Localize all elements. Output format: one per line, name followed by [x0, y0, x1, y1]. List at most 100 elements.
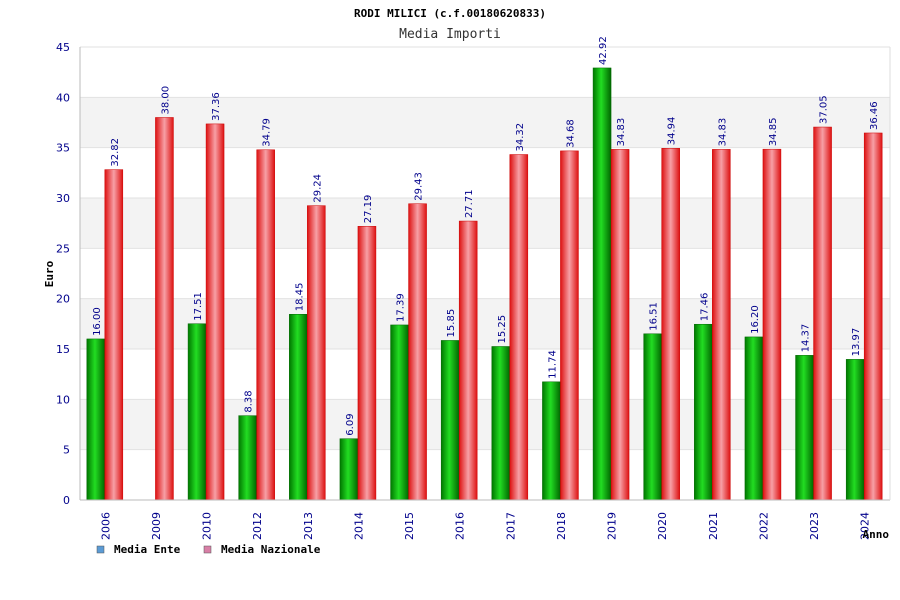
data-label-media-ente-2015: 17.39: [396, 293, 407, 322]
x-axis-label: Anno: [863, 528, 890, 541]
x-tick-label-2017: 2017: [504, 512, 517, 540]
data-label-media-ente-2013: 18.45: [294, 283, 305, 312]
x-tick-label-2020: 2020: [656, 512, 669, 540]
data-label-media-nazionale-2024: 36.46: [869, 101, 880, 130]
x-tick-label-2015: 2015: [403, 512, 416, 540]
data-label-media-nazionale-2021: 34.83: [717, 118, 728, 147]
x-tick-label-2019: 2019: [606, 512, 619, 540]
x-tick-label-2018: 2018: [555, 512, 568, 540]
data-label-media-nazionale-2010: 37.36: [211, 92, 222, 121]
y-tick-label: 15: [56, 343, 70, 356]
data-label-media-nazionale-2013: 29.24: [312, 174, 323, 203]
bar-media-nazionale-2009: [155, 117, 174, 501]
bar-media-nazionale-2023: [813, 126, 832, 501]
y-axis-label: Euro: [43, 260, 56, 287]
data-label-media-nazionale-2020: 34.94: [667, 117, 678, 146]
bar-media-ente-2015: [390, 324, 409, 501]
bar-media-ente-2019: [592, 67, 612, 501]
y-tick-label: 35: [56, 142, 70, 155]
legend-label-media-ente: Media Ente: [114, 543, 181, 556]
bar-media-nazionale-2012: [256, 149, 275, 501]
data-label-media-ente-2020: 16.51: [649, 302, 660, 331]
data-label-media-nazionale-2016: 27.71: [464, 189, 475, 218]
bar-media-nazionale-2021: [712, 149, 731, 501]
data-labels: 16.00 32.82 38.00 17.51 37.36 8.38 34.79 18.45 2…: [92, 36, 880, 435]
bar-media-nazionale-2016: [458, 220, 478, 501]
chart-title: RODI MILICI (c.f.00180620833): [354, 7, 546, 20]
bar-media-ente-2020: [643, 333, 662, 501]
bar-media-nazionale-2014: [357, 226, 377, 501]
x-tick-label-2012: 2012: [251, 512, 264, 540]
data-label-media-ente-2016: 15.85: [446, 309, 457, 338]
data-label-media-nazionale-2006: 32.82: [110, 138, 121, 167]
data-label-media-ente-2022: 16.20: [750, 305, 761, 334]
bar-media-ente-2022: [744, 336, 764, 501]
data-label-media-ente-2012: 8.38: [244, 390, 255, 412]
data-label-media-nazionale-2009: 38.00: [160, 86, 171, 115]
bar-media-ente-2014: [339, 438, 359, 501]
data-label-media-ente-2017: 15.25: [497, 315, 508, 344]
legend-label-media-nazionale: Media Nazionale: [221, 543, 321, 556]
data-label-media-ente-2021: 17.46: [699, 293, 710, 322]
bar-media-ente-2006: [86, 338, 106, 501]
data-label-media-nazionale-2022: 34.85: [768, 118, 779, 147]
bar-media-nazionale-2013: [307, 205, 326, 501]
x-tick-label-2010: 2010: [201, 512, 214, 540]
data-label-media-ente-2023: 14.37: [801, 324, 812, 353]
x-tick-label-2013: 2013: [302, 512, 315, 540]
x-tick-label-2009: 2009: [150, 512, 163, 540]
x-tick-label-2022: 2022: [757, 512, 770, 540]
y-tick-label: 25: [56, 242, 70, 255]
bars: [86, 67, 883, 501]
data-label-media-nazionale-2017: 34.32: [515, 123, 526, 152]
data-label-media-ente-2014: 6.09: [345, 413, 356, 435]
bar-media-ente-2016: [440, 340, 460, 501]
bar-media-nazionale-2018: [560, 150, 579, 501]
legend-swatch-media-ente: [96, 545, 105, 554]
bar-media-nazionale-2017: [509, 154, 529, 501]
x-tick-label-2016: 2016: [454, 512, 467, 540]
bar-media-ente-2018: [542, 381, 561, 501]
x-tick-label-2024: 2024: [859, 512, 872, 540]
data-label-media-nazionale-2012: 34.79: [262, 118, 273, 147]
data-label-media-ente-2024: 13.97: [851, 328, 862, 357]
bar-media-nazionale-2010: [205, 123, 225, 501]
y-tick-label: 30: [56, 192, 70, 205]
data-label-media-nazionale-2023: 37.05: [819, 95, 830, 124]
bar-media-ente-2021: [694, 323, 713, 501]
bar-media-ente-2012: [238, 415, 257, 501]
bar-media-nazionale-2022: [762, 148, 782, 501]
data-label-media-ente-2019: 42.92: [598, 36, 609, 65]
data-label-media-nazionale-2019: 34.83: [616, 118, 627, 147]
data-label-media-nazionale-2014: 27.19: [363, 195, 374, 224]
bar-media-ente-2023: [795, 355, 814, 501]
y-tick-label: 20: [56, 293, 70, 306]
bar-media-nazionale-2024: [863, 132, 883, 501]
legend-swatch-media-nazionale: [203, 545, 212, 554]
x-axis-ticks: 2006 2009 2010 2012 2013 2014 2015 2016 2017 2018…: [99, 512, 871, 540]
legend: Media Ente Media Nazionale: [96, 543, 321, 556]
bar-media-ente-2024: [845, 359, 865, 501]
y-axis-ticks: 0 5 10 15 20 25 30 35 40 45: [56, 41, 70, 507]
x-tick-label-2006: 2006: [99, 512, 112, 540]
bar-media-nazionale-2019: [610, 149, 630, 501]
bar-media-ente-2013: [289, 314, 308, 501]
data-label-media-ente-2006: 16.00: [92, 307, 103, 336]
chart-subtitle: Media Importi: [399, 27, 501, 42]
bar-media-ente-2017: [491, 346, 511, 501]
y-tick-label: 40: [56, 91, 70, 104]
y-tick-label: 5: [63, 444, 70, 457]
x-tick-label-2021: 2021: [707, 512, 720, 540]
bar-media-nazionale-2006: [104, 169, 124, 501]
data-label-media-ente-2010: 17.51: [193, 292, 204, 321]
bar-media-ente-2010: [187, 323, 207, 501]
data-label-media-nazionale-2018: 34.68: [565, 119, 576, 148]
y-tick-label: 45: [56, 41, 70, 54]
data-label-media-ente-2018: 11.74: [547, 350, 558, 379]
x-tick-label-2023: 2023: [808, 512, 821, 540]
data-label-media-nazionale-2015: 29.43: [414, 172, 425, 201]
y-tick-label: 0: [63, 494, 70, 507]
bar-media-nazionale-2020: [661, 148, 680, 501]
